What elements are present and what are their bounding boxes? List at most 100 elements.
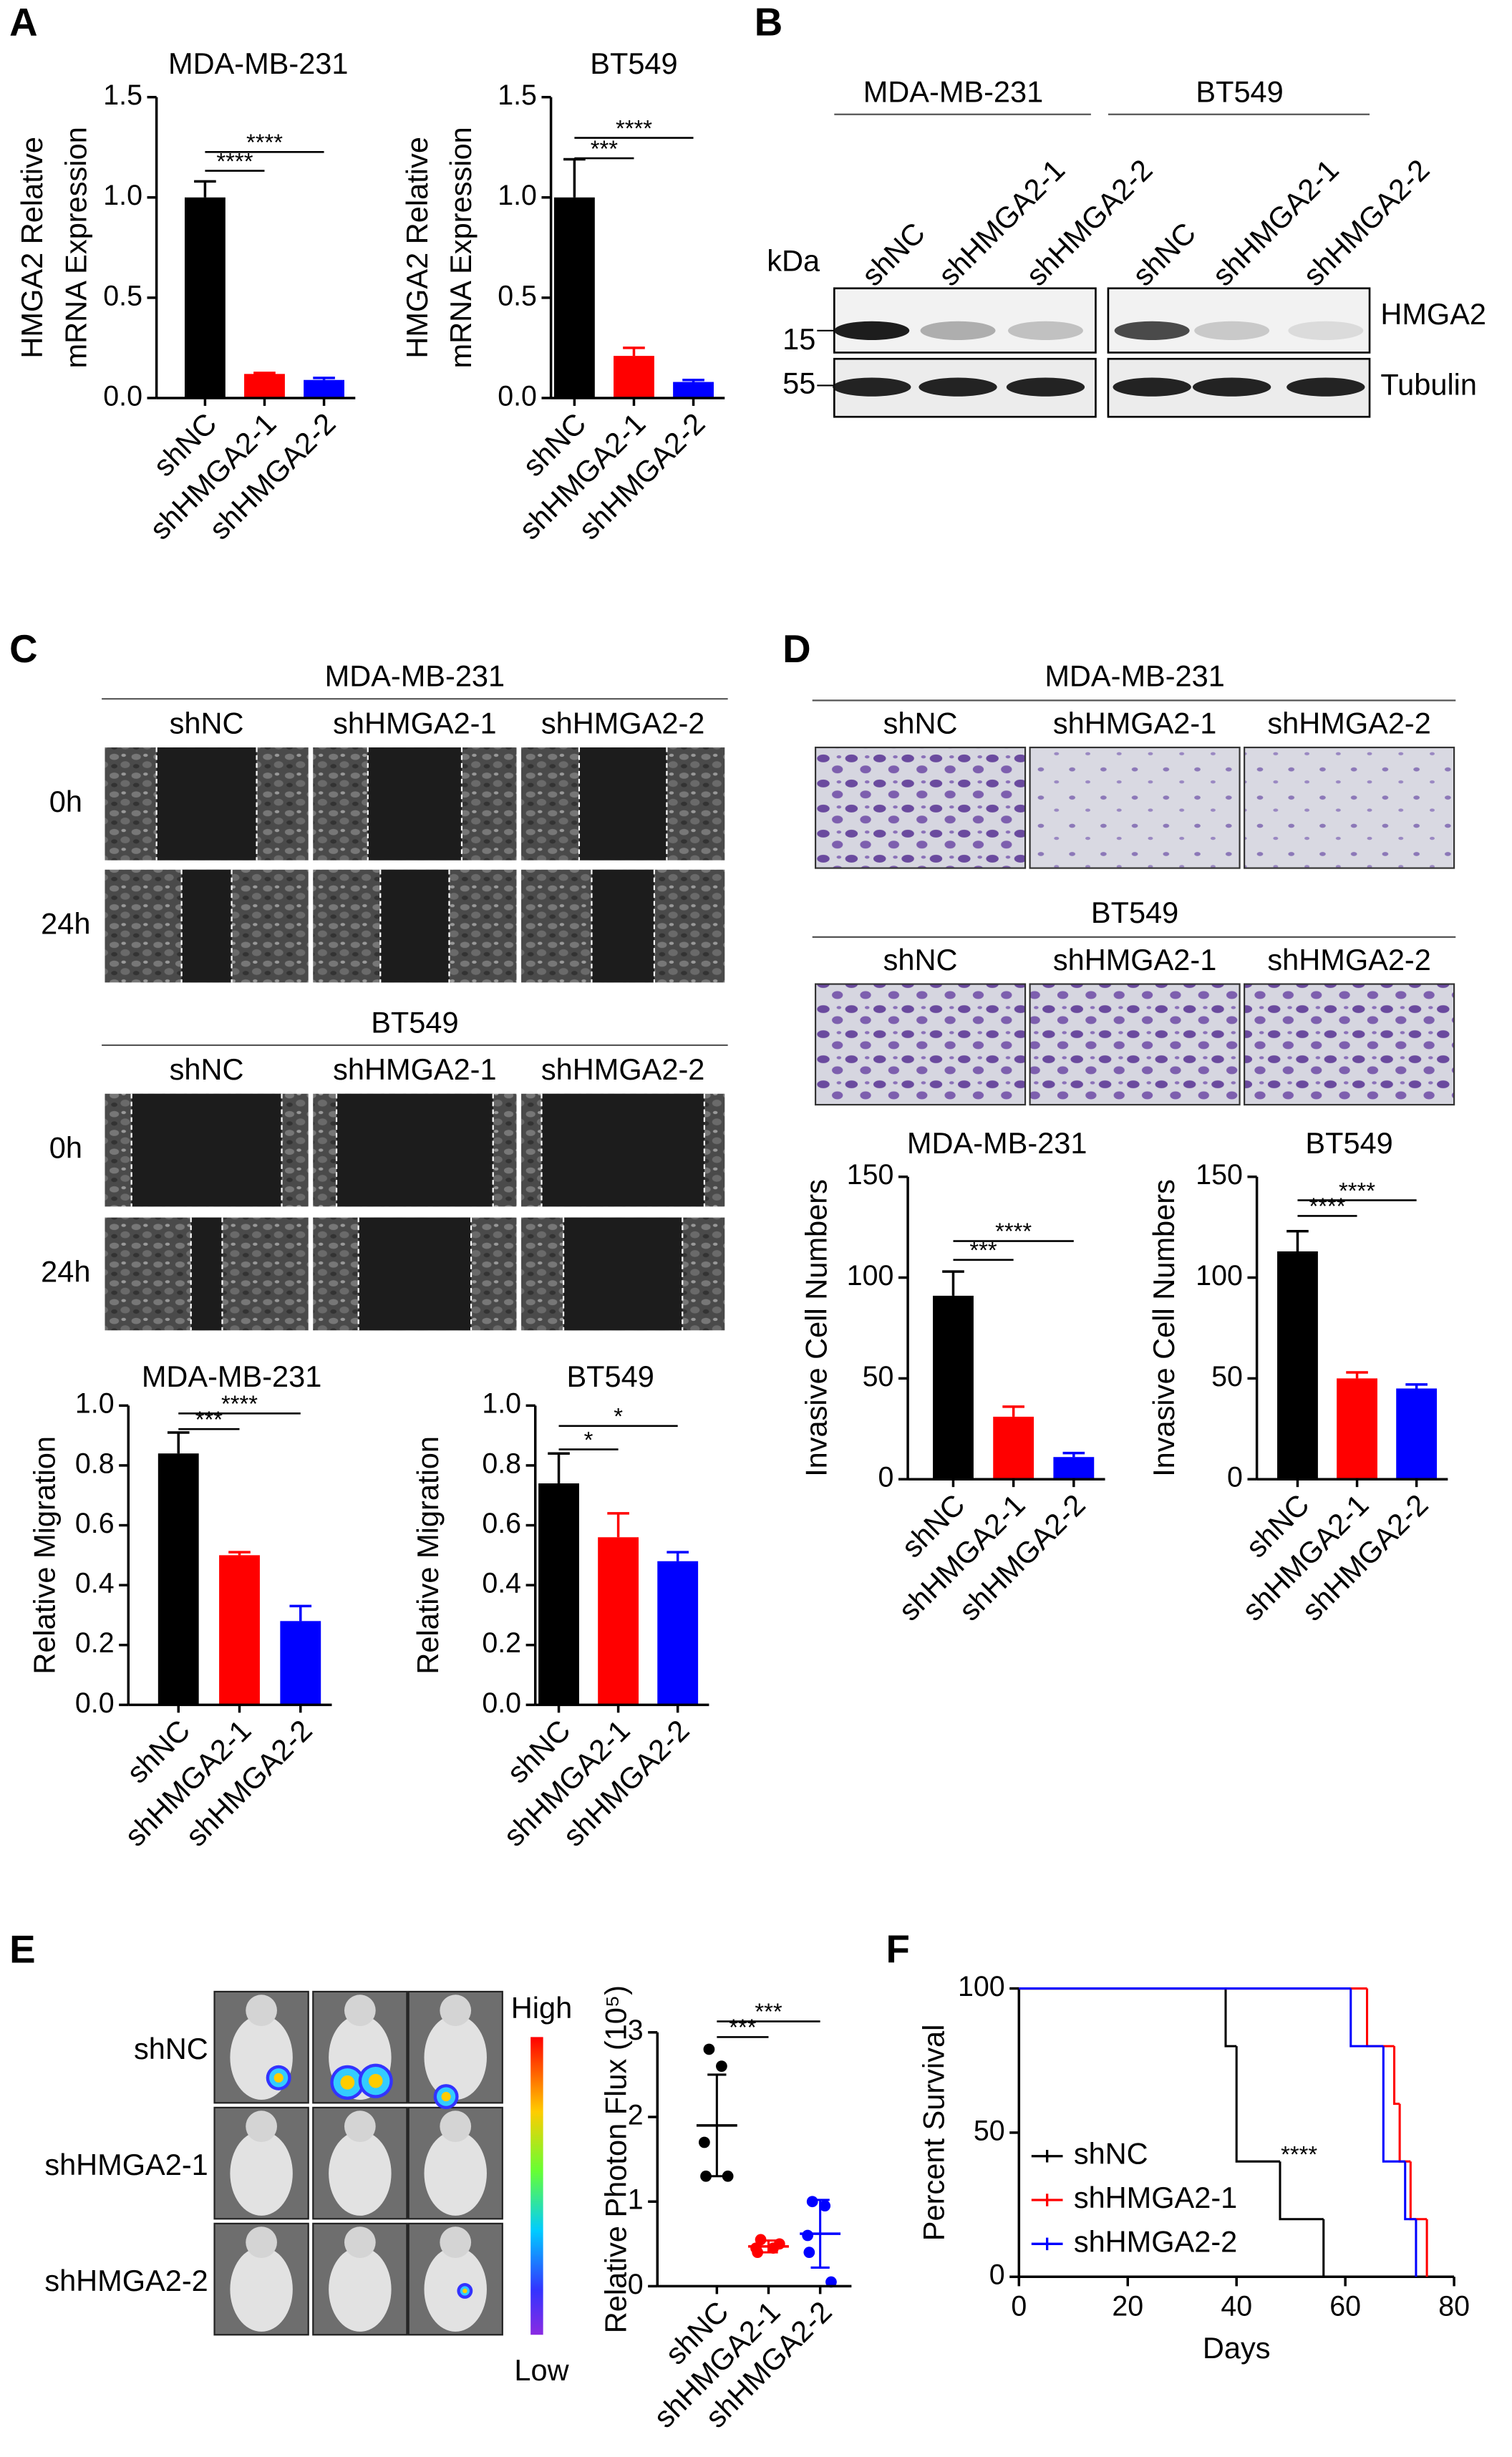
bar xyxy=(598,1537,639,1705)
column-label: shNC xyxy=(170,706,244,740)
y-tick-label: 1.0 xyxy=(498,180,537,211)
row-label: shNC xyxy=(134,2032,208,2065)
colorbar-label: High xyxy=(511,1991,572,2025)
y-tick-label: 0.8 xyxy=(75,1448,115,1479)
blot-frame xyxy=(1107,287,1371,354)
data-point xyxy=(819,2200,831,2212)
y-tick-label: 0.2 xyxy=(482,1627,521,1659)
x-tick-label: 20 xyxy=(1112,2290,1143,2322)
mouse-head xyxy=(440,2110,472,2143)
blot-band xyxy=(1288,321,1364,340)
survival-step xyxy=(1279,2161,1324,2221)
y-axis-label: Relative Migration xyxy=(28,1436,62,1675)
wound-gap xyxy=(367,747,462,861)
panel-letter: E xyxy=(9,1927,35,1972)
y-tick-label: 150 xyxy=(847,1159,894,1191)
chart-title: MDA-MB-231 xyxy=(907,1126,1087,1160)
column-label: shHMGA2-2 xyxy=(541,1052,704,1086)
legend-swatch xyxy=(1031,2237,1063,2251)
mouse-body xyxy=(230,2247,293,2332)
y-tick-label: 3 xyxy=(628,2015,644,2046)
bar xyxy=(184,197,226,398)
annotation: **** xyxy=(1281,2141,1317,2167)
micrograph xyxy=(1029,983,1241,1106)
bar xyxy=(304,379,344,398)
blot-band xyxy=(1006,377,1085,397)
column-label: shNC xyxy=(170,1052,244,1086)
mouse-head xyxy=(344,1995,376,2027)
y-tick-label: 0.5 xyxy=(103,280,142,311)
error-bar xyxy=(707,2073,727,2178)
bar xyxy=(158,1453,199,1705)
y-tick-label: 150 xyxy=(1196,1159,1243,1191)
micrograph xyxy=(814,983,1027,1106)
x-tick-label: 40 xyxy=(1221,2290,1252,2322)
y-tick-label: 0.2 xyxy=(75,1627,115,1659)
chart-title: BT549 xyxy=(566,1360,654,1393)
y-tick-label: 1.5 xyxy=(498,79,537,111)
y-tick-label: 1.0 xyxy=(75,1388,115,1420)
data-point xyxy=(698,2136,710,2148)
bar xyxy=(1396,1388,1438,1480)
y-tick-label: 0 xyxy=(989,2259,1005,2291)
blot-band xyxy=(1008,321,1083,340)
blot-band xyxy=(919,377,997,397)
blot-band xyxy=(833,377,911,397)
wound-gap xyxy=(131,1093,282,1207)
significance-label: * xyxy=(584,1426,593,1453)
y-tick-label: 0 xyxy=(1227,1462,1243,1493)
blot-group-label: MDA-MB-231 xyxy=(863,74,1044,108)
column-label: shNC xyxy=(883,706,958,740)
y-tick-label: 2 xyxy=(628,2099,644,2131)
significance-label: *** xyxy=(195,1406,223,1433)
bar xyxy=(280,1621,321,1705)
error-bar xyxy=(607,1512,629,1538)
wound-gap xyxy=(591,869,654,983)
error-bar xyxy=(1346,1371,1368,1379)
data-point xyxy=(802,2229,814,2242)
colorbar xyxy=(530,2037,543,2335)
y-tick-label: 50 xyxy=(974,2115,1005,2146)
mouse-head xyxy=(440,1995,472,2027)
micrograph xyxy=(1244,746,1455,869)
significance-label: *** xyxy=(729,2014,757,2040)
mouse-body xyxy=(424,2247,487,2332)
y-tick-label: 100 xyxy=(847,1260,894,1292)
y-tick-label: 1.0 xyxy=(103,180,142,211)
bar xyxy=(993,1416,1034,1480)
error-bar xyxy=(548,1452,570,1484)
error-bar xyxy=(623,346,645,357)
y-tick-label: 50 xyxy=(1211,1361,1243,1392)
wound-gap xyxy=(380,869,450,983)
y-tick-label: 0.0 xyxy=(103,380,142,412)
y-tick-label: 0.0 xyxy=(75,1687,115,1719)
chart-title: MDA-MB-231 xyxy=(168,47,349,80)
error-bar xyxy=(563,158,586,198)
y-axis-label: Relative Photon Flux (10⁵) xyxy=(599,1985,633,2333)
legend-label: shHMGA2-1 xyxy=(1074,2181,1237,2214)
column-label: shNC xyxy=(883,943,958,976)
y-tick-label: 0.0 xyxy=(482,1687,521,1719)
wound-gap xyxy=(358,1217,472,1331)
bar xyxy=(933,1295,974,1480)
wound-gap xyxy=(336,1093,493,1207)
wound-gap xyxy=(190,1217,223,1331)
panel-letter: B xyxy=(755,0,782,44)
y-tick-label: 0.6 xyxy=(75,1508,115,1539)
data-point xyxy=(700,2170,712,2182)
column-label: shHMGA2-1 xyxy=(333,706,496,740)
data-point xyxy=(806,2196,818,2208)
data-point xyxy=(825,2276,837,2288)
mouse-head xyxy=(344,2110,376,2143)
row-label: 24h xyxy=(41,1254,90,1288)
survival-step xyxy=(1224,1988,1237,2048)
mouse-head xyxy=(344,2226,376,2259)
mouse-body xyxy=(230,2131,293,2216)
chart-title: BT549 xyxy=(590,47,677,80)
y-tick-label: 1.5 xyxy=(103,79,142,111)
significance-label: *** xyxy=(591,135,619,162)
signal xyxy=(368,2073,383,2088)
panel-letter: C xyxy=(9,626,37,671)
data-point xyxy=(803,2247,815,2259)
y-axis-label: HMGA2 Relative xyxy=(15,137,49,359)
